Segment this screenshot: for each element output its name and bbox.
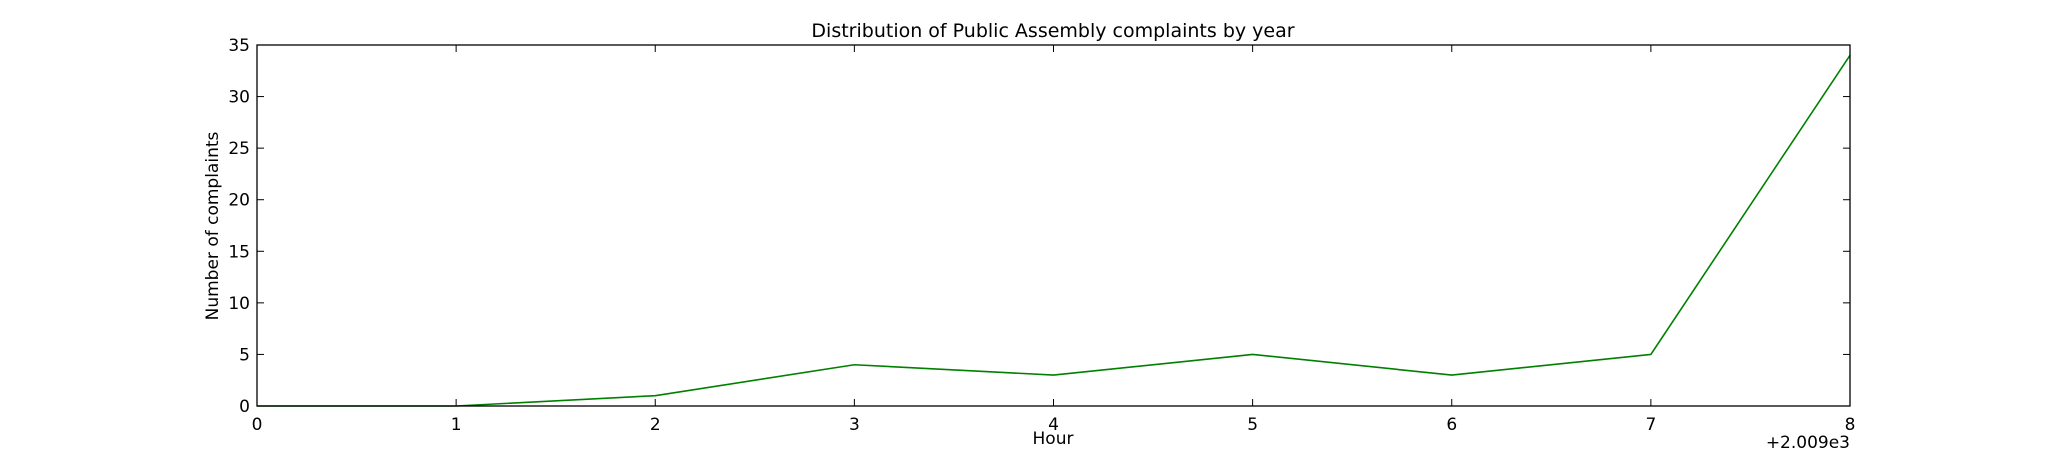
y-tick-label: 15 [228,242,250,262]
chart-title: Distribution of Public Assembly complain… [811,20,1294,42]
y-tick-label: 25 [228,139,250,159]
y-tick-label: 0 [239,397,250,417]
plot-frame [256,44,1851,407]
y-tick-label: 10 [228,294,250,314]
x-tick-label: 0 [252,415,263,435]
x-tick-label: 8 [1845,415,1856,435]
x-tick-label: 3 [849,415,860,435]
y-tick-label: 5 [239,345,250,365]
x-axis: 0 1 2 3 4 5 6 7 8 [252,45,1856,435]
x-axis-label: Hour [1033,429,1074,449]
y-tick-label: 30 [228,88,250,108]
series-line [257,54,1851,407]
y-axis-label: Number of complaints [203,131,223,320]
x-offset-label: +2.009e3 [1766,433,1850,450]
y-tick-label: 20 [228,191,250,211]
x-tick-label: 5 [1247,415,1258,435]
x-tick-label: 2 [650,415,661,435]
y-tick-label: 35 [228,36,250,56]
x-tick-label: 7 [1645,415,1656,435]
y-axis: 0 5 10 15 20 25 30 35 [228,36,1850,417]
x-tick-label: 4 [1048,415,1059,435]
x-tick-label: 1 [451,415,462,435]
x-tick-label: 6 [1446,415,1457,435]
